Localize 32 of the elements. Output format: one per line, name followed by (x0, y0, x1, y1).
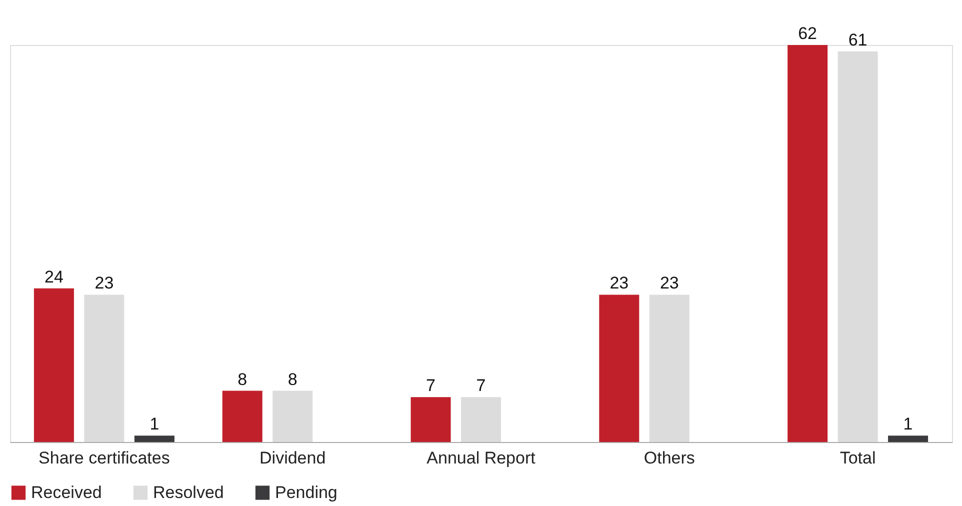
data-label: 7 (426, 376, 436, 396)
data-label: 23 (610, 274, 629, 293)
bar (34, 288, 74, 442)
data-label: 23 (660, 274, 679, 293)
data-label: 8 (238, 370, 248, 389)
bar (222, 390, 262, 442)
data-label: 1 (903, 414, 913, 434)
data-label: 61 (848, 30, 868, 50)
x-tick-label: Others (644, 448, 695, 468)
bar (838, 51, 878, 442)
bar (461, 397, 501, 442)
data-label: 7 (476, 376, 486, 396)
x-tick-label: Total (840, 448, 876, 468)
bar (272, 390, 313, 442)
x-tick-label: Dividend (260, 448, 326, 468)
x-tick-label: Share certificates (38, 448, 170, 468)
legend-label: Pending (275, 482, 338, 502)
bar (788, 45, 828, 442)
data-label: 62 (798, 24, 818, 43)
bar (649, 294, 690, 442)
bar (134, 436, 174, 442)
data-label: 1 (150, 414, 160, 434)
bar (84, 294, 124, 442)
bar (410, 397, 451, 442)
bar (599, 294, 640, 442)
data-label: 23 (94, 274, 114, 293)
x-tick-label: Annual Report (426, 448, 536, 468)
bar (888, 436, 928, 442)
data-label: 24 (44, 267, 64, 286)
legend-label: Received (31, 482, 102, 502)
data-label: 8 (288, 370, 298, 389)
legend-label: Resolved (153, 482, 224, 502)
